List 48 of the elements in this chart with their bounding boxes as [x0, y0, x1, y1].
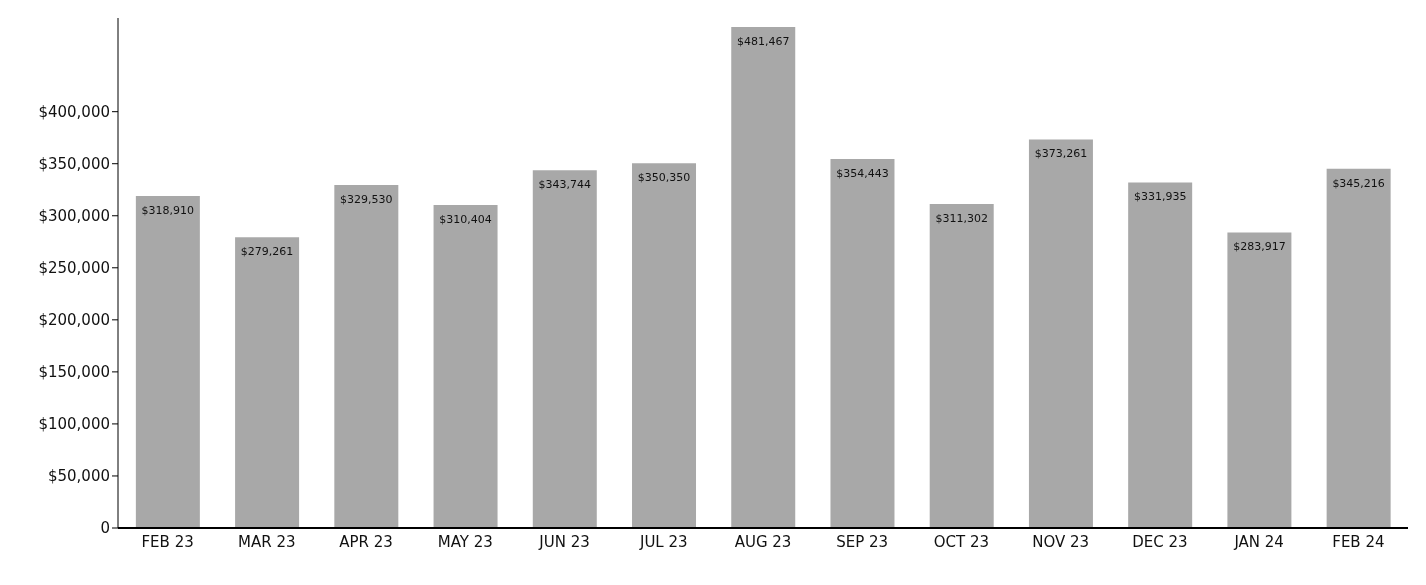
y-tick-label: $300,000 [38, 207, 110, 226]
data-label: $311,302 [935, 211, 988, 225]
x-tick-label: AUG 23 [734, 532, 792, 551]
bar [235, 237, 300, 528]
x-tick-label: JUL 23 [638, 532, 688, 551]
bar [532, 170, 597, 528]
x-tick-label: NOV 23 [1032, 532, 1090, 551]
y-tick-label: $250,000 [38, 259, 110, 278]
x-tick-label: OCT 23 [933, 532, 990, 551]
bar [830, 159, 895, 528]
data-label: $481,467 [737, 34, 790, 48]
data-label: $279,261 [240, 245, 294, 259]
x-tick-label: FEB 23 [141, 532, 194, 551]
y-tick-label: $200,000 [38, 311, 110, 330]
x-tick-label: DEC 23 [1132, 532, 1188, 551]
data-label: $318,910 [141, 203, 195, 217]
y-tick-label: $150,000 [38, 363, 110, 382]
y-tick-label: $100,000 [38, 415, 110, 434]
bar [731, 26, 796, 528]
y-tick-label: $50,000 [47, 467, 110, 486]
bar [929, 203, 994, 528]
bar [1326, 168, 1391, 528]
bar [632, 163, 697, 528]
x-tick-label: MAY 23 [437, 532, 493, 551]
bar [1227, 232, 1292, 528]
data-label: $350,350 [637, 171, 691, 185]
data-label: $373,261 [1034, 147, 1088, 161]
bar [334, 185, 399, 528]
data-label: $329,530 [340, 192, 393, 206]
y-tick-label: $350,000 [38, 155, 110, 174]
bar [433, 204, 498, 528]
bar [135, 196, 200, 528]
y-tick-label: $400,000 [38, 103, 110, 121]
y-tick-label: 0 [100, 519, 110, 538]
x-tick-label: JAN 24 [1233, 532, 1284, 551]
x-tick-label: MAR 23 [238, 532, 296, 551]
x-tick-label: FEB 24 [1332, 532, 1385, 551]
bar [1128, 182, 1193, 528]
data-label: $283,917 [1233, 240, 1286, 254]
bar [1028, 139, 1093, 528]
data-label: $310,404 [439, 212, 492, 226]
data-label: $354,443 [836, 166, 889, 180]
x-tick-label: JUN 23 [538, 532, 590, 551]
x-tick-label: APR 23 [339, 532, 393, 551]
x-tick-label: SEP 23 [836, 532, 889, 551]
data-label: $343,744 [538, 178, 592, 192]
data-label: $331,935 [1133, 190, 1187, 204]
data-label: $345,216 [1332, 176, 1385, 190]
